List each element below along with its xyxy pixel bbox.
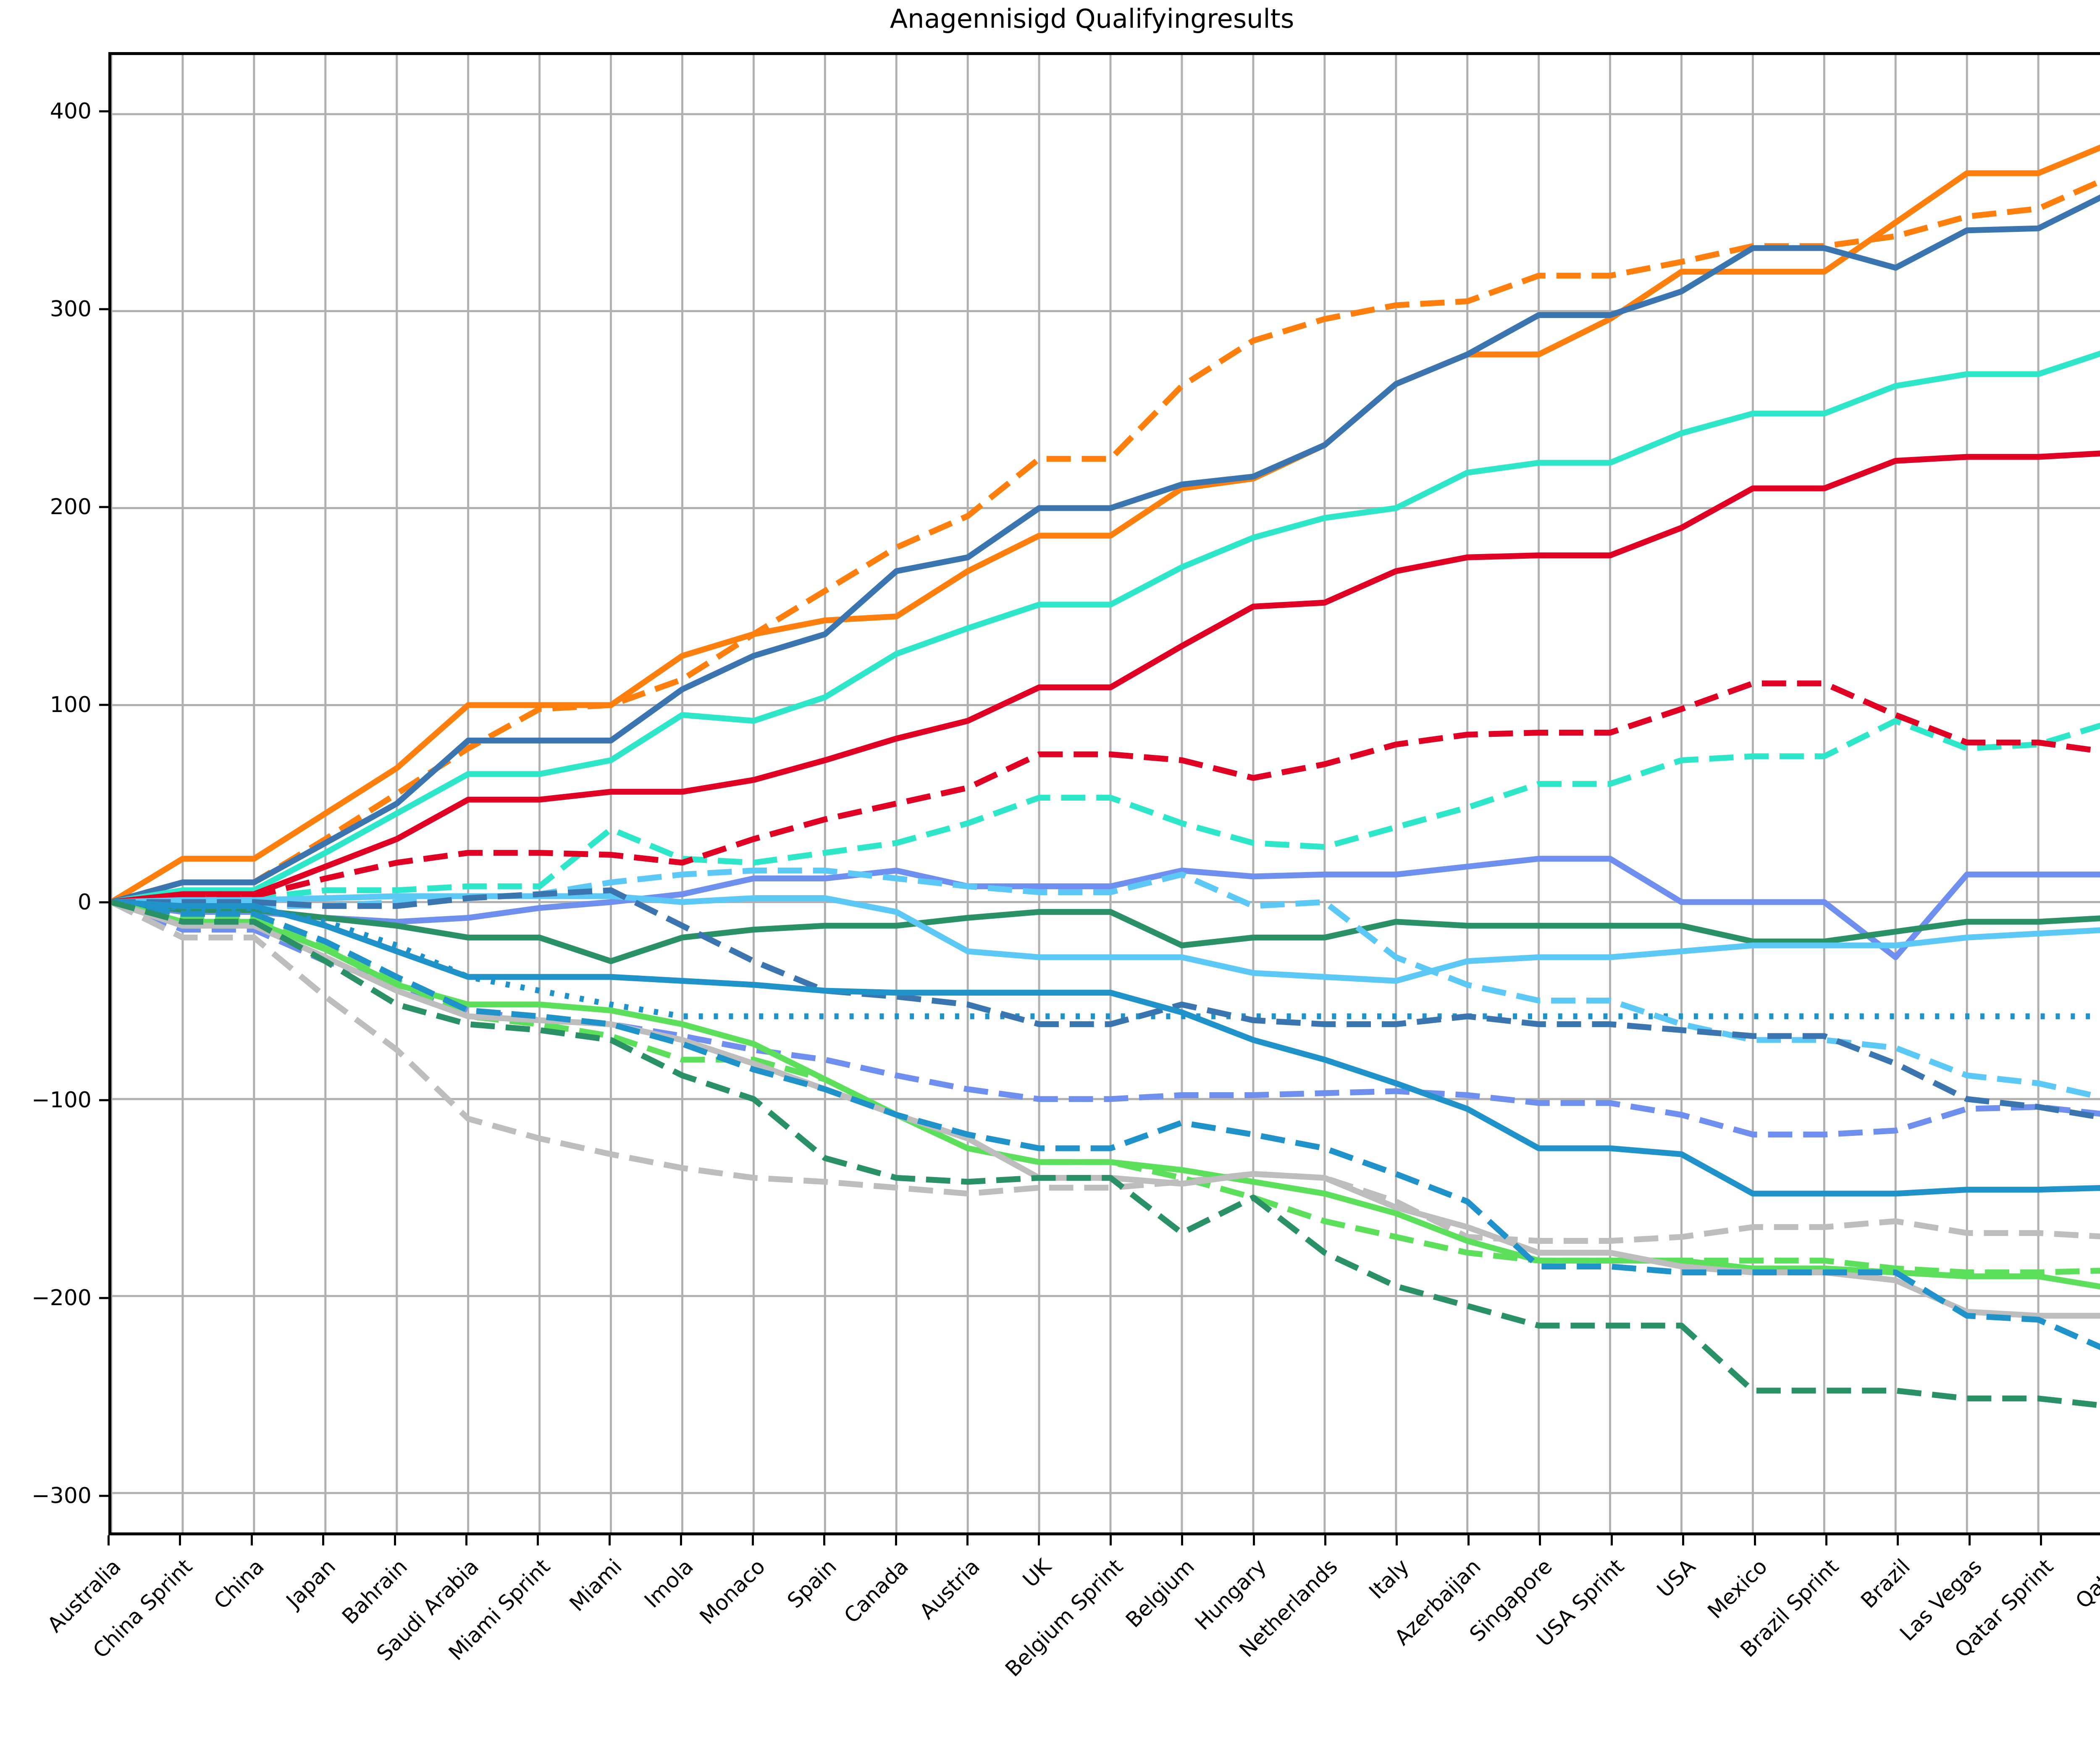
y-tick-mark (99, 308, 108, 310)
y-tick-label: 100 (50, 692, 92, 717)
x-tick-mark (1539, 1535, 1541, 1545)
series-line (111, 450, 2100, 905)
y-tick-label: −300 (32, 1483, 92, 1508)
y-tick-label: 0 (77, 890, 92, 915)
x-tick-mark (1038, 1535, 1040, 1545)
x-tick-mark (1825, 1535, 1827, 1545)
series-line (111, 145, 2100, 905)
series-line (111, 899, 2100, 1290)
series-svg (111, 55, 2100, 1532)
x-tick-mark (108, 1535, 110, 1545)
y-tick-mark (99, 1495, 108, 1497)
y-tick-mark (99, 1099, 108, 1101)
series-line (111, 899, 2100, 1351)
y-tick-mark (99, 506, 108, 508)
y-tick-label: −200 (32, 1285, 92, 1311)
x-tick-mark (1754, 1535, 1756, 1545)
x-tick-mark (322, 1535, 325, 1545)
x-tick-mark (895, 1535, 897, 1545)
x-tick-mark (1252, 1535, 1255, 1545)
x-tick-mark (1324, 1535, 1327, 1545)
series-line (111, 893, 2100, 984)
series-line (111, 350, 2100, 905)
x-tick-mark (250, 1535, 253, 1545)
x-tick-mark (680, 1535, 682, 1545)
x-tick-mark (608, 1535, 611, 1545)
x-tick-mark (1109, 1535, 1112, 1545)
series-line (111, 899, 2100, 1319)
series-line (111, 899, 2100, 1197)
plot-area (108, 52, 2100, 1535)
y-tick-label: −100 (32, 1088, 92, 1113)
y-tick-label: 300 (50, 297, 92, 322)
x-tick-mark (1396, 1535, 1398, 1545)
x-tick-mark (465, 1535, 468, 1545)
x-tick-mark (1181, 1535, 1184, 1545)
x-tick-mark (179, 1535, 181, 1545)
y-tick-mark (99, 110, 108, 113)
series-line (111, 856, 2100, 960)
x-tick-mark (1467, 1535, 1470, 1545)
x-tick-mark (823, 1535, 826, 1545)
x-tick-mark (2040, 1535, 2042, 1545)
series-line (111, 178, 2100, 905)
x-tick-mark (1897, 1535, 1899, 1545)
y-tick-label: 200 (50, 494, 92, 520)
x-tick-mark (1610, 1535, 1613, 1545)
x-tick-mark (966, 1535, 969, 1545)
series-line (111, 680, 2100, 905)
series-line (111, 899, 2100, 1409)
x-tick-mark (1968, 1535, 1971, 1545)
y-tick-mark (99, 704, 108, 706)
series-line (111, 718, 2100, 905)
series-line (111, 899, 2100, 964)
series-line (111, 194, 2100, 905)
x-tick-mark (394, 1535, 396, 1545)
y-tick-mark (99, 1297, 108, 1299)
chart-title: Anagennisigd Qualifyingresults (890, 3, 1294, 34)
y-tick-label: 400 (50, 99, 92, 124)
series-line (111, 867, 2100, 1100)
series-line (111, 887, 2100, 1120)
x-tick-mark (537, 1535, 539, 1545)
x-tick-mark (751, 1535, 754, 1545)
x-tick-mark (1682, 1535, 1685, 1545)
y-tick-mark (99, 901, 108, 904)
